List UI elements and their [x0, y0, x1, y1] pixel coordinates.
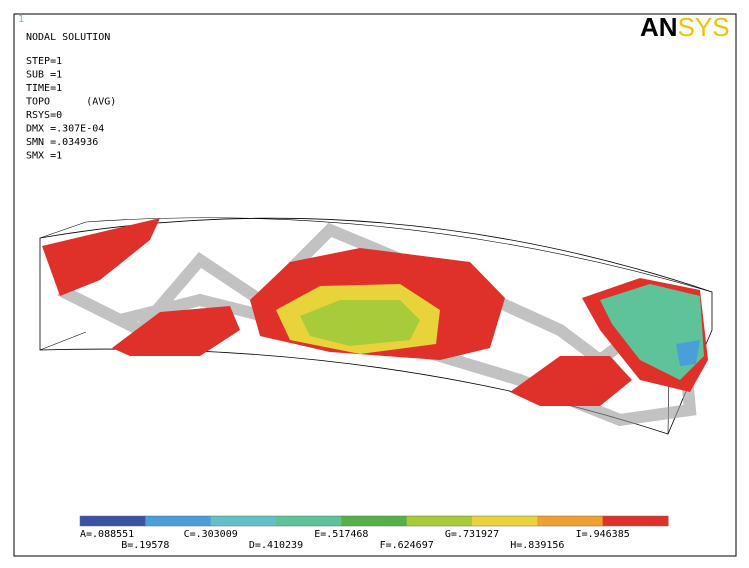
info-line: STEP=1	[26, 56, 62, 67]
logo: ANSYS	[640, 12, 730, 42]
info-line: SUB =1	[26, 70, 62, 81]
legend-swatch	[276, 516, 342, 526]
legend-label: B=.19578	[121, 540, 169, 551]
legend-swatch	[341, 516, 408, 526]
legend-swatch	[406, 516, 473, 526]
legend-label: A=.088551	[80, 529, 134, 540]
info-line: TOPO (AVG)	[26, 97, 116, 108]
info-line: TIME=1	[26, 83, 62, 94]
legend-label: G=.731927	[445, 529, 499, 540]
legend-label: E=.517468	[314, 529, 368, 540]
logo-second: SYS	[678, 12, 730, 42]
legend-swatch	[145, 516, 212, 526]
info-line: SMN =.034936	[26, 137, 98, 148]
legend-swatch	[602, 516, 669, 526]
legend-swatch	[80, 516, 146, 526]
legend-label: C=.303009	[184, 529, 238, 540]
legend-label: H=.839156	[510, 540, 564, 551]
legend-label: D=.410239	[249, 540, 303, 551]
legend-label: F=.624697	[380, 540, 434, 551]
info-line: NODAL SOLUTION	[26, 32, 110, 43]
info-line: DMX =.307E-04	[26, 124, 104, 135]
legend-swatch	[472, 516, 538, 526]
legend-swatch	[210, 516, 277, 526]
info-block: NODAL SOLUTION STEP=1 SUB =1 TIME=1 TOPO (AV…	[26, 32, 116, 162]
window-number: 1	[18, 14, 24, 25]
legend-border	[79, 515, 669, 527]
info-line: SMX =1	[26, 151, 62, 162]
model	[39, 217, 713, 435]
logo-first: AN	[640, 12, 678, 42]
info-line: RSYS=0	[26, 110, 62, 121]
legend-swatch	[537, 516, 604, 526]
legend-label: I=.946385	[576, 529, 630, 540]
